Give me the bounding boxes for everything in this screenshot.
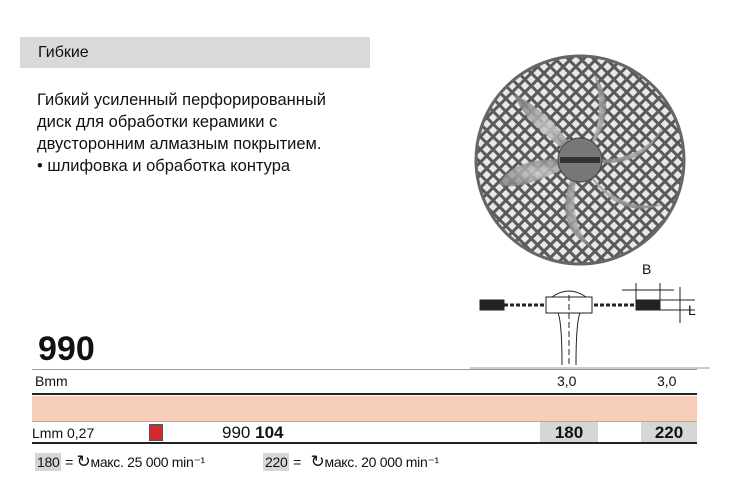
description-line: Гибкий усиленный перфорированный [37,91,326,109]
b-value: 3,0 [557,373,577,389]
color-band [32,396,697,421]
code: 180 [35,453,62,471]
description-line: двусторонним алмазным покрытием. [37,135,322,153]
description-line: диск для обработки керамики с [37,113,278,131]
code: 220 [263,453,290,471]
label-l: L [688,302,696,318]
shank-code-180: 180 [540,422,598,442]
disc-image [474,54,686,266]
speed-text: макс. 20 000 min⁻¹ [324,454,440,470]
article-suffix: 104 [255,423,284,442]
equals: = [293,454,301,470]
rotation-icon: ↻ [310,452,325,471]
divider [32,393,697,395]
b-value: 3,0 [657,373,677,389]
color-code-swatch [149,424,163,441]
divider [32,442,697,444]
b-label: Bmm [35,373,68,389]
speed-note: 180 = ↻макс. 25 000 min⁻¹ [35,452,205,472]
label-b: B [642,261,652,277]
speed-text: макс. 25 000 min⁻¹ [90,454,206,470]
divider [32,369,697,370]
rotation-icon: ↻ [76,452,91,471]
equals: = [65,454,73,470]
article-number: 990 104 [222,423,283,443]
description: Гибкий усиленный перфорированный диск дл… [37,89,326,177]
divider [32,421,697,422]
product-number: 990 [38,330,95,368]
speed-note: 220 = ↻макс. 20 000 min⁻¹ [263,452,439,472]
dimension-diagram [470,283,710,369]
article-prefix: 990 [222,423,251,442]
shank-code-220: 220 [641,422,697,442]
l-label: Lmm 0,27 [32,425,95,441]
category-header: Гибкие [20,37,370,68]
description-line: • шлифовка и обработка контура [37,157,291,175]
